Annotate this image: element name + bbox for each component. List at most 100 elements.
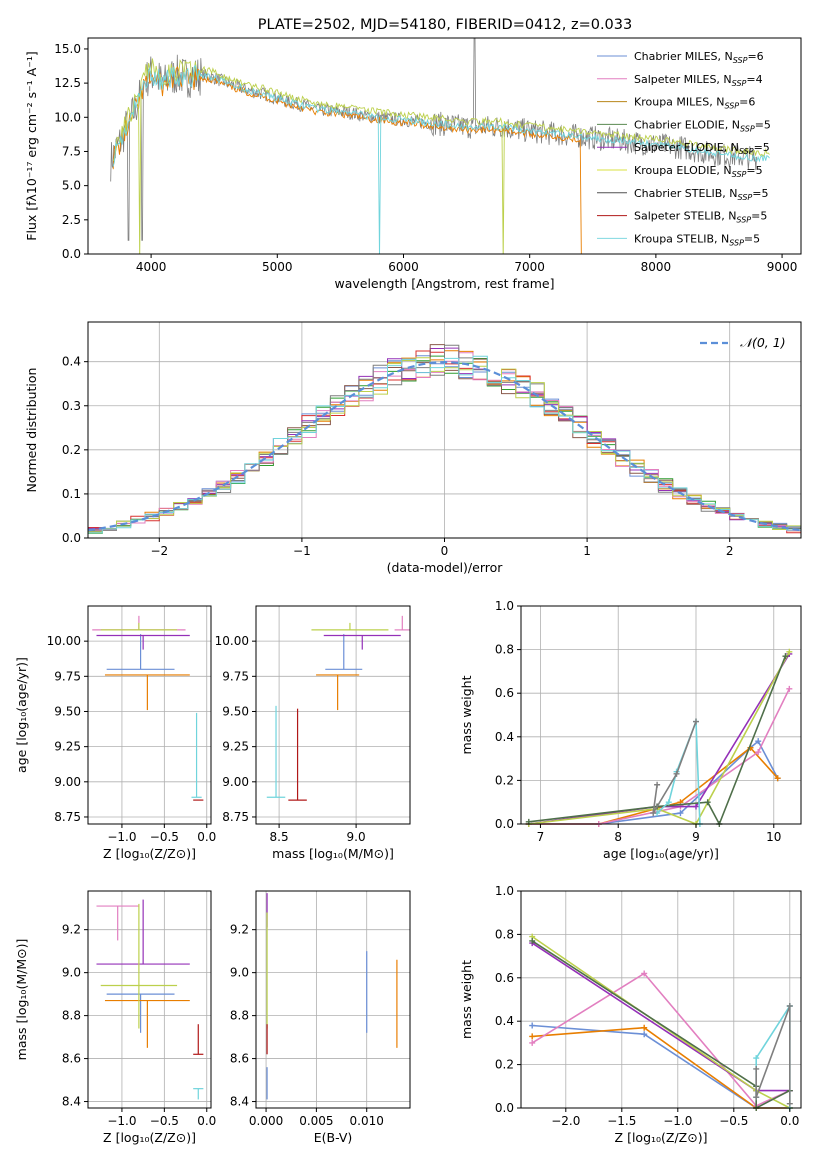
legend-count: =5 (754, 141, 770, 154)
x-tick-label: −0.5 (150, 1114, 179, 1128)
histogram-plot (88, 344, 801, 534)
weight-marker (529, 1033, 536, 1040)
x-tick-label: −1 (293, 544, 311, 558)
y-tick-label: 9.00 (54, 775, 81, 789)
x-tick-label: 10 (766, 830, 781, 844)
weight-series (652, 721, 697, 814)
weight-marker (755, 749, 762, 756)
x-tick-label: −2 (150, 544, 168, 558)
weight-marker (654, 781, 661, 788)
legend-label: Salpeter STELIB, NSSP=5 (634, 210, 767, 225)
legend-label: Salpeter MILES, NSSP=4 (634, 73, 763, 88)
y-tick-label: 0.2 (495, 773, 514, 787)
legend-text: Salpeter ELODIE, N (634, 141, 739, 154)
y-axis-label: Normed distribution (24, 368, 39, 493)
y-tick-label: 9.25 (54, 740, 81, 754)
axes-frame (520, 890, 802, 1109)
legend-count: =5 (751, 210, 767, 223)
weight-series (528, 655, 787, 826)
y-tick-label: 5.0 (62, 179, 81, 193)
x-tick-label: 0.0 (780, 1114, 799, 1128)
legend-subscript: SSP (738, 193, 753, 202)
y-tick-label: 10.00 (215, 634, 249, 648)
weight-plot (529, 933, 793, 1111)
model-spectrum (112, 58, 770, 254)
weight-marker (529, 1022, 536, 1029)
legend-label: Chabrier MILES, NSSP=6 (634, 50, 764, 65)
x-axis-label: Z [log₁₀(Z/Z⊙)] (615, 1130, 708, 1145)
y-tick-label: 0.2 (495, 1058, 514, 1072)
legend-subscript: SSP (732, 170, 747, 179)
weight-marker (641, 970, 648, 977)
y-axis-label: mass weight (459, 960, 474, 1039)
spectrum-plot (110, 38, 770, 254)
y-tick-label: 0.0 (62, 531, 81, 545)
weight-marker (704, 799, 711, 806)
errorbar-plot (96, 899, 204, 1100)
y-tick-label: 10.00 (47, 634, 81, 648)
y-tick-label: 9.2 (62, 923, 81, 937)
y-axis-label: mass weight (459, 675, 474, 754)
y-tick-label: 8.6 (62, 1052, 81, 1066)
x-tick-label: −1.0 (107, 1114, 136, 1128)
x-axis-label: age [log₁₀(age/yr)] (603, 846, 719, 861)
legend-label: Kroupa ELODIE, NSSP=5 (634, 164, 763, 179)
legend-count: =5 (744, 232, 760, 245)
axes-frame (87, 890, 212, 1109)
y-tick-label: 0.4 (495, 1014, 514, 1028)
y-tick-label: 8.8 (62, 1009, 81, 1023)
x-tick-label: 9000 (767, 260, 798, 274)
weight-marker (753, 1055, 760, 1062)
weight-marker (782, 653, 789, 660)
legend-text: Chabrier STELIB, N (634, 187, 738, 200)
y-tick-label: 0.0 (495, 817, 514, 831)
x-tick-label: 8000 (641, 260, 672, 274)
x-tick-label: 7 (537, 830, 545, 844)
legend-count: =6 (747, 50, 763, 63)
y-tick-label: 0.0 (62, 247, 81, 261)
x-tick-label: 9.0 (347, 830, 366, 844)
weight-marker (755, 738, 762, 745)
legend-label: Salpeter ELODIE, NSSP=5 (634, 141, 770, 156)
axes-frame (255, 890, 411, 1109)
residual-histogram (88, 355, 801, 534)
x-tick-label: −2.0 (551, 1114, 580, 1128)
weight-marker (786, 648, 793, 655)
x-tick-label: 8.5 (270, 830, 289, 844)
weight-plot (525, 648, 793, 827)
legend-subscript: SSP (724, 102, 739, 111)
legend-count: =5 (755, 118, 771, 131)
legend-count: =6 (739, 96, 755, 109)
x-axis-label: Z [log₁₀(Z/Z⊙)] (103, 1130, 196, 1145)
weight-marker (529, 937, 536, 944)
x-tick-label: 0.000 (249, 1114, 283, 1128)
x-tick-label: 6000 (388, 260, 419, 274)
x-axis-label: mass [log₁₀(M/M⊙)] (272, 846, 394, 861)
x-tick-label: 0 (441, 544, 449, 558)
x-tick-label: −0.5 (150, 830, 179, 844)
weight-marker (641, 1031, 648, 1038)
y-tick-label: 9.0 (62, 966, 81, 980)
y-axis-label: mass [log₁₀(M/M⊙)] (14, 939, 29, 1061)
legend-label: Chabrier STELIB, NSSP=5 (634, 187, 768, 202)
legend-text: Salpeter STELIB, N (634, 210, 736, 223)
weight-series (531, 940, 791, 1110)
x-tick-label: 9 (692, 830, 700, 844)
y-tick-label: 1.0 (495, 884, 514, 898)
y-tick-label: 1.0 (495, 599, 514, 613)
y-tick-label: 0.8 (495, 927, 514, 941)
x-tick-label: 4000 (136, 260, 167, 274)
errorbar-plot (266, 893, 398, 1100)
errorbar-plot (92, 615, 204, 801)
weight-marker (677, 810, 684, 817)
legend-count: =4 (746, 73, 762, 86)
weight-marker (665, 799, 672, 806)
weight-series (532, 1026, 790, 1109)
model-spectrum (112, 66, 582, 254)
errorbar-plot (266, 615, 410, 801)
weight-marker (786, 685, 793, 692)
y-tick-label: 9.75 (222, 669, 249, 683)
legend-label: Kroupa MILES, NSSP=6 (634, 96, 755, 111)
weight-series (532, 1024, 790, 1109)
y-tick-label: 9.2 (230, 923, 249, 937)
